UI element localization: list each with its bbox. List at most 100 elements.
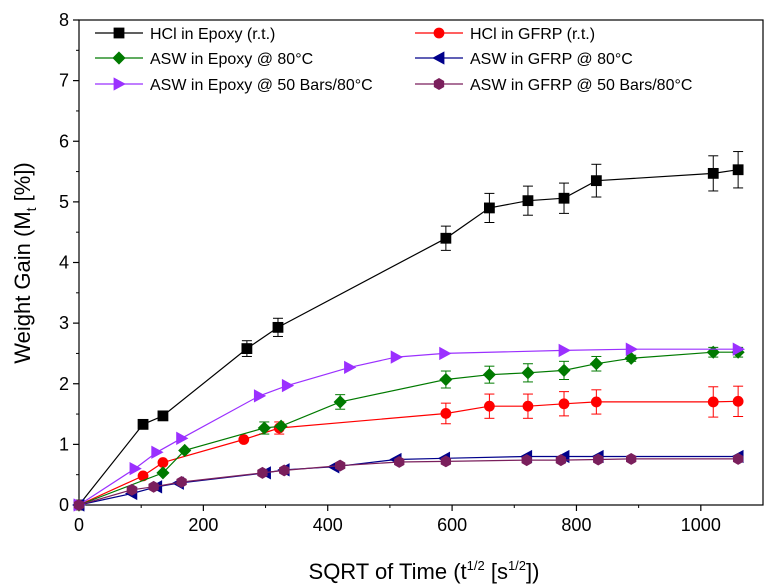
data-point: [439, 346, 452, 361]
data-point: [732, 395, 744, 407]
x-tick-label: 0: [74, 515, 84, 535]
data-point: [137, 418, 149, 430]
data-point: [178, 443, 192, 458]
legend-marker: [113, 77, 126, 91]
series-line: [78, 351, 739, 506]
data-point: [522, 400, 534, 412]
data-point: [253, 389, 267, 403]
legend-label: ASW in Epoxy @ 80°C: [150, 51, 313, 68]
data-point: [706, 345, 720, 359]
x-tick-label: 600: [437, 515, 467, 535]
data-point: [333, 395, 347, 409]
y-tick-label: 5: [59, 192, 69, 212]
data-point: [176, 431, 189, 445]
legend-label: HCl in GFRP (r.t.): [470, 26, 595, 43]
x-tick-label: 800: [561, 515, 591, 535]
data-point: [344, 360, 357, 375]
y-tick-label: 2: [59, 374, 69, 394]
data-point: [626, 452, 637, 465]
legend-item: ASW in Epoxy @ 80°C: [95, 51, 313, 68]
y-tick-label: 0: [59, 495, 69, 515]
data-point: [151, 445, 164, 459]
data-point: [238, 434, 250, 445]
series-6: [73, 452, 744, 511]
series-line: [78, 400, 739, 506]
series-layer: [72, 151, 745, 512]
data-point: [279, 464, 290, 477]
series-5: [73, 342, 745, 512]
legend-item: ASW in GFRP @ 80°C: [415, 51, 633, 68]
data-point: [126, 483, 138, 496]
x-tick-label: 1000: [681, 515, 721, 535]
data-point: [558, 398, 570, 410]
data-point: [440, 408, 452, 419]
data-point: [522, 195, 534, 207]
series-line: [78, 169, 739, 506]
y-tick-label: 1: [59, 434, 69, 454]
data-point: [73, 499, 85, 511]
y-tick-label: 6: [59, 131, 69, 151]
legend-marker: [433, 78, 445, 90]
data-point: [156, 466, 170, 480]
data-point: [335, 459, 346, 472]
data-point: [557, 363, 571, 377]
data-point: [555, 454, 567, 467]
data-point: [558, 192, 570, 204]
data-point: [440, 455, 452, 468]
x-tick-label: 400: [313, 515, 343, 535]
data-point: [241, 343, 253, 354]
legend-label: ASW in GFRP @ 50 Bars/80°C: [470, 77, 692, 94]
data-point: [707, 167, 719, 179]
y-tick-label: 7: [59, 71, 69, 91]
data-point: [257, 421, 271, 435]
data-point: [590, 175, 602, 187]
data-point: [707, 396, 719, 408]
legend-item: ASW in GFRP @ 50 Bars/80°C: [415, 77, 692, 94]
data-point: [148, 480, 159, 493]
data-point: [440, 232, 452, 244]
y-tick-label: 3: [59, 313, 69, 333]
data-point: [483, 400, 495, 412]
legend-label: HCl in Epoxy (r.t.): [150, 26, 275, 43]
data-point: [129, 461, 142, 476]
data-point: [176, 476, 187, 488]
data-point: [590, 396, 602, 408]
data-point: [625, 342, 639, 356]
data-point: [157, 410, 169, 422]
legend-item: ASW in Epoxy @ 50 Bars/80°C: [95, 77, 373, 94]
x-axis-ticks: 0 200 400 600 800 1000: [74, 505, 721, 535]
data-point: [558, 343, 571, 358]
data-point: [521, 454, 532, 467]
data-point: [157, 457, 169, 468]
x-axis-label: SQRT of Time (t1/2 [s1/2]): [309, 558, 540, 584]
data-point: [593, 453, 604, 466]
data-point: [624, 351, 638, 365]
y-tick-label: 4: [59, 253, 69, 273]
series-3: [72, 345, 745, 512]
data-point: [394, 455, 405, 468]
legend-item: HCl in GFRP (r.t.): [415, 26, 595, 43]
data-point: [732, 342, 745, 356]
data-point: [732, 452, 744, 465]
data-point: [483, 202, 495, 214]
legend-label: ASW in Epoxy @ 50 Bars/80°C: [150, 77, 373, 94]
data-point: [732, 164, 744, 176]
y-axis-ticks: 0 1 2 3 4 5 6 7 8: [59, 10, 79, 515]
data-point: [274, 419, 288, 433]
data-point: [390, 350, 403, 364]
legend-marker: [432, 51, 445, 65]
legend: HCl in Epoxy (r.t.) HCl in GFRP (r.t.) ASW…: [95, 26, 692, 94]
legend-marker: [433, 27, 445, 39]
data-point: [482, 368, 496, 382]
series-2: [73, 385, 744, 511]
legend-marker: [113, 27, 125, 39]
y-axis-label: Weight Gain (Mt [%]): [10, 162, 39, 364]
data-point: [272, 321, 284, 333]
legend-label: ASW in GFRP @ 80°C: [470, 51, 633, 68]
data-point: [589, 357, 603, 371]
x-tick-label: 200: [188, 515, 218, 535]
y-tick-label: 8: [59, 10, 69, 30]
legend-marker: [112, 51, 126, 65]
legend-item: HCl in Epoxy (r.t.): [95, 26, 275, 43]
